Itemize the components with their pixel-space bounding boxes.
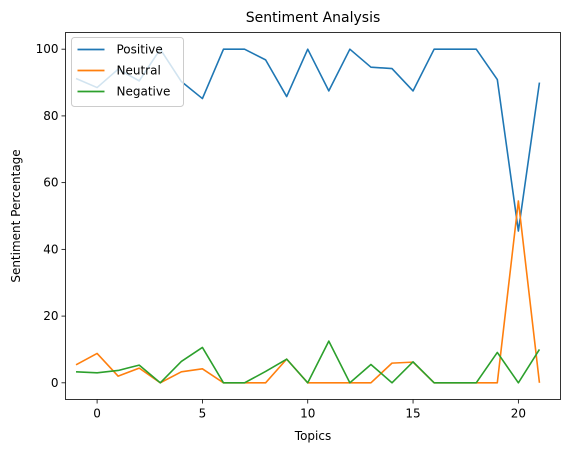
x-tick-label: 20 bbox=[511, 407, 526, 421]
y-tick-label: 60 bbox=[43, 176, 58, 190]
y-axis-ticks: 0 20 40 60 80 100 bbox=[36, 42, 66, 390]
series-line-negative bbox=[75, 340, 541, 384]
x-axis-label: Topics bbox=[294, 429, 331, 443]
x-tick-label: 5 bbox=[199, 407, 207, 421]
x-tick-label: 10 bbox=[300, 407, 315, 421]
plot-frame bbox=[65, 32, 561, 400]
x-tick-label: 15 bbox=[405, 407, 420, 421]
legend-label-neutral: Neutral bbox=[117, 64, 161, 78]
chart-title: Sentiment Analysis bbox=[246, 10, 381, 26]
y-tick-label: 100 bbox=[36, 42, 59, 56]
y-axis-label: Sentiment Percentage bbox=[9, 149, 23, 282]
legend-box bbox=[71, 37, 184, 107]
y-tick-label: 40 bbox=[43, 242, 58, 256]
series-line-neutral bbox=[75, 200, 541, 384]
y-tick-label: 80 bbox=[43, 109, 58, 123]
x-axis-ticks: 0 5 10 15 20 bbox=[93, 399, 526, 421]
x-tick-label: 0 bbox=[93, 407, 101, 421]
legend-label-positive: Positive bbox=[117, 43, 163, 57]
y-tick-label: 0 bbox=[51, 376, 59, 390]
legend-label-negative: Negative bbox=[117, 85, 171, 99]
legend: Positive Neutral Negative bbox=[71, 37, 184, 107]
y-tick-label: 20 bbox=[43, 309, 58, 323]
